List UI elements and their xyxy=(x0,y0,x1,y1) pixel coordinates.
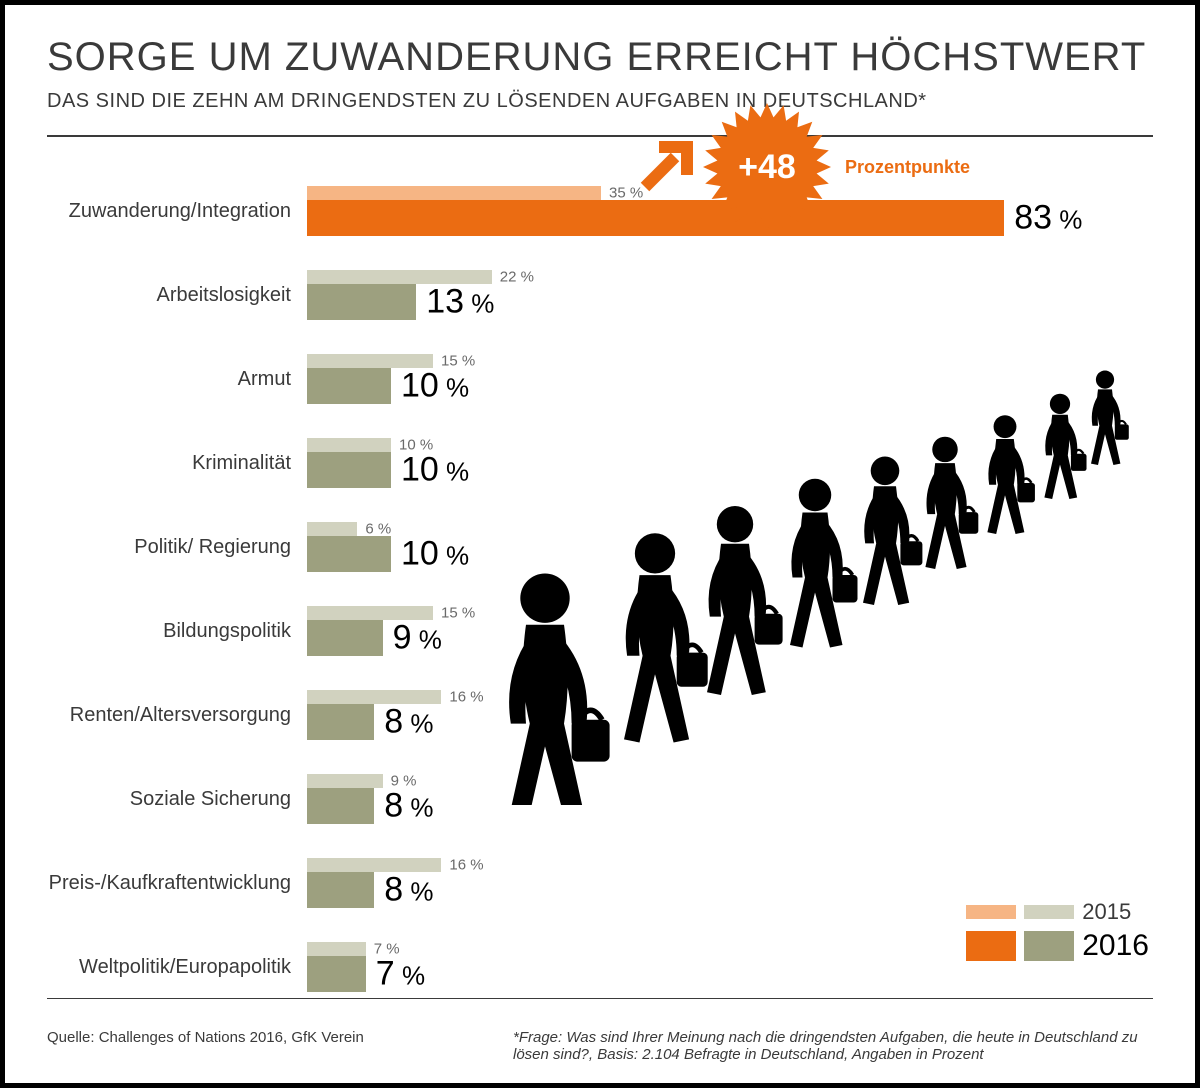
bar-row: Soziale Sicherung 9 % 8 % xyxy=(47,757,1153,841)
category-label: Soziale Sicherung xyxy=(47,788,307,811)
value-2016: 10 % xyxy=(391,535,469,574)
source-text: Quelle: Challenges of Nations 2016, GfK … xyxy=(47,1029,364,1063)
bar-row: Bildungspolitik 15 % 9 % xyxy=(47,589,1153,673)
bar-2016: 8 % xyxy=(307,872,374,908)
value-2016: 13 % xyxy=(416,283,494,322)
bar-row: Politik/ Regierung 6 % 10 % xyxy=(47,505,1153,589)
value-2016: 8 % xyxy=(374,703,433,742)
infographic-frame: SORGE UM ZUWANDERUNG ERREICHT HÖCHSTWERT… xyxy=(0,0,1200,1088)
bar-2016: 9 % xyxy=(307,620,383,656)
legend: 2015 2016 xyxy=(966,901,1149,963)
legend-swatch-2016-olive xyxy=(1024,931,1074,961)
bar-2016: 10 % xyxy=(307,368,391,404)
value-2016: 8 % xyxy=(374,871,433,910)
bar-row: Kriminalität 10 % 10 % xyxy=(47,421,1153,505)
bar-pair: 22 % 13 % xyxy=(307,253,1153,337)
footer: Quelle: Challenges of Nations 2016, GfK … xyxy=(47,1029,1153,1063)
bar-row: Renten/Altersversorgung 16 % 8 % xyxy=(47,673,1153,757)
bar-pair: 15 % 10 % xyxy=(307,337,1153,421)
bar-pair: 16 % 8 % xyxy=(307,673,1153,757)
bar-pair: 10 % 10 % xyxy=(307,421,1153,505)
bar-row: Arbeitslosigkeit 22 % 13 % xyxy=(47,253,1153,337)
category-label: Preis-/Kaufkraftentwicklung xyxy=(47,872,307,895)
header-divider xyxy=(47,135,1153,137)
bar-2015: 7 % xyxy=(307,942,366,956)
value-2016: 10 % xyxy=(391,451,469,490)
category-label: Weltpolitik/Europapolitik xyxy=(47,956,307,979)
bar-2016: 13 % xyxy=(307,284,416,320)
page-subtitle: DAS SIND DIE ZEHN AM DRINGENDSTEN ZU LÖS… xyxy=(47,90,1153,113)
bar-row: Zuwanderung/Integration 35 % 83 % xyxy=(47,169,1153,253)
category-label: Zuwanderung/Integration xyxy=(47,200,307,223)
legend-swatch-2015-orange xyxy=(966,905,1016,919)
category-label: Politik/ Regierung xyxy=(47,536,307,559)
bar-2016: 10 % xyxy=(307,452,391,488)
footer-divider xyxy=(47,998,1153,999)
bar-2016: 7 % xyxy=(307,956,366,992)
legend-year-2016: 2016 xyxy=(1082,929,1149,963)
category-label: Kriminalität xyxy=(47,452,307,475)
value-2016: 7 % xyxy=(366,955,425,994)
value-2016: 9 % xyxy=(383,619,442,658)
bar-2015: 9 % xyxy=(307,774,383,788)
bar-2015: 10 % xyxy=(307,438,391,452)
legend-swatch-2015-olive xyxy=(1024,905,1074,919)
page-title: SORGE UM ZUWANDERUNG ERREICHT HÖCHSTWERT xyxy=(47,35,1153,80)
bar-2016: 8 % xyxy=(307,704,374,740)
arrow-up-right-icon xyxy=(635,137,695,197)
bar-pair: 6 % 10 % xyxy=(307,505,1153,589)
value-2015: 22 % xyxy=(492,269,534,286)
value-2015: 16 % xyxy=(441,857,483,874)
legend-swatch-2016-orange xyxy=(966,931,1016,961)
bar-2016: 10 % xyxy=(307,536,391,572)
value-2016: 10 % xyxy=(391,367,469,406)
increase-callout: +48 Prozentpunkte xyxy=(635,101,970,233)
value-2016: 83 % xyxy=(1004,199,1082,238)
bar-pair: 15 % 9 % xyxy=(307,589,1153,673)
callout-value: +48 xyxy=(738,148,796,187)
footnote-text: *Frage: Was sind Ihrer Meinung nach die … xyxy=(513,1029,1153,1063)
category-label: Arbeitslosigkeit xyxy=(47,284,307,307)
bar-2016: 8 % xyxy=(307,788,374,824)
starburst-badge: +48 xyxy=(701,101,833,233)
callout-label: Prozentpunkte xyxy=(845,157,970,178)
bar-2015: 6 % xyxy=(307,522,357,536)
bar-2015: 35 % xyxy=(307,186,601,200)
value-2015: 16 % xyxy=(441,689,483,706)
bar-row: Armut 15 % 10 % xyxy=(47,337,1153,421)
legend-year-2015: 2015 xyxy=(1082,899,1149,925)
category-label: Armut xyxy=(47,368,307,391)
bar-chart: Zuwanderung/Integration 35 % 83 % Arbeit… xyxy=(47,169,1153,1009)
category-label: Bildungspolitik xyxy=(47,620,307,643)
bar-pair: 9 % 8 % xyxy=(307,757,1153,841)
value-2015: 6 % xyxy=(357,521,391,538)
value-2016: 8 % xyxy=(374,787,433,826)
category-label: Renten/Altersversorgung xyxy=(47,704,307,727)
